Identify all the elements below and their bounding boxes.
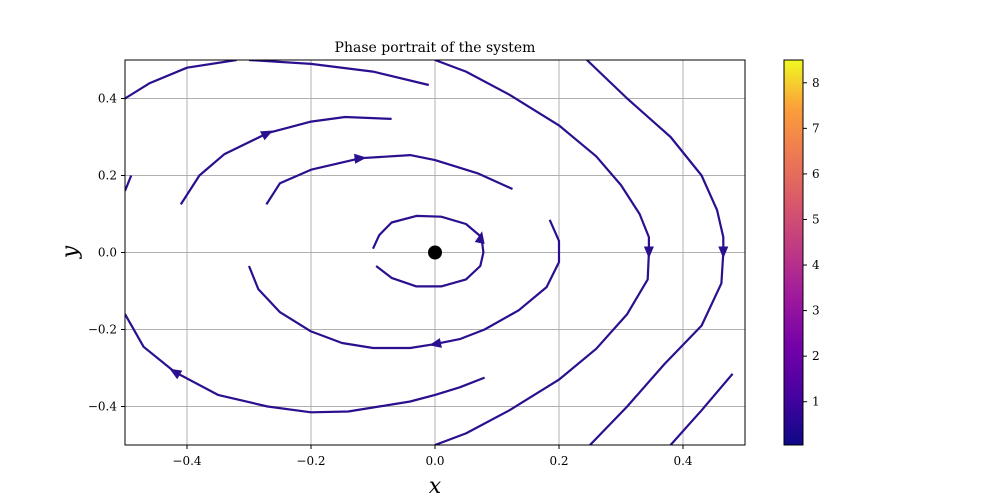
x-tick-label: 0.2 xyxy=(549,454,568,468)
x-axis-ticks: −0.4 −0.2 0.0 0.2 0.4 xyxy=(172,445,693,468)
y-axis-label: y xyxy=(58,245,83,259)
flow-arrows xyxy=(169,130,729,380)
equilibrium-point xyxy=(428,245,442,260)
colorbar-tick-label: 5 xyxy=(812,212,820,226)
flow-arrow xyxy=(643,246,654,259)
flow-arrow xyxy=(718,246,729,259)
flow-arrow xyxy=(354,153,367,164)
streamline xyxy=(125,60,237,100)
flow-arrow xyxy=(169,368,183,380)
flow-arrow xyxy=(474,231,485,244)
streamline xyxy=(586,60,725,445)
streamline xyxy=(669,373,734,445)
y-axis-ticks: −0.4 −0.2 0.0 0.2 0.4 xyxy=(88,92,125,414)
colorbar-tick-label: 7 xyxy=(812,121,820,135)
colorbar-ticks: 1 2 3 4 5 6 7 8 xyxy=(803,76,820,409)
x-tick-label: −0.4 xyxy=(172,454,202,468)
streamline xyxy=(265,154,513,205)
colorbar-tick-label: 2 xyxy=(812,349,820,363)
grid-lines xyxy=(125,60,745,445)
streamline xyxy=(247,219,561,350)
streamline xyxy=(434,60,650,445)
x-tick-label: 0.4 xyxy=(673,454,692,468)
colorbar-tick-label: 3 xyxy=(812,304,820,318)
colorbar-tick-label: 8 xyxy=(812,76,820,90)
colorbar-tick-label: 1 xyxy=(812,395,820,409)
y-tick-label: 0.4 xyxy=(98,92,117,106)
colorbar xyxy=(783,59,804,446)
chart-title: Phase portrait of the system xyxy=(335,40,536,56)
flow-arrow xyxy=(260,130,273,141)
y-tick-label: 0.2 xyxy=(98,169,117,183)
x-tick-label: −0.2 xyxy=(296,454,325,468)
streamline xyxy=(248,60,430,87)
x-axis-label: x xyxy=(429,474,442,499)
streamline xyxy=(125,175,133,192)
streamline xyxy=(372,214,485,288)
y-tick-label: −0.4 xyxy=(88,400,118,414)
y-tick-label: 0.0 xyxy=(98,246,117,260)
colorbar-tick-label: 6 xyxy=(812,167,820,181)
flow-arrow xyxy=(429,338,442,348)
colorbar-tick-label: 4 xyxy=(812,258,820,272)
streamlines xyxy=(125,60,734,445)
streamline xyxy=(125,313,486,414)
x-tick-label: 0.0 xyxy=(425,454,444,468)
y-tick-label: −0.2 xyxy=(88,323,117,337)
